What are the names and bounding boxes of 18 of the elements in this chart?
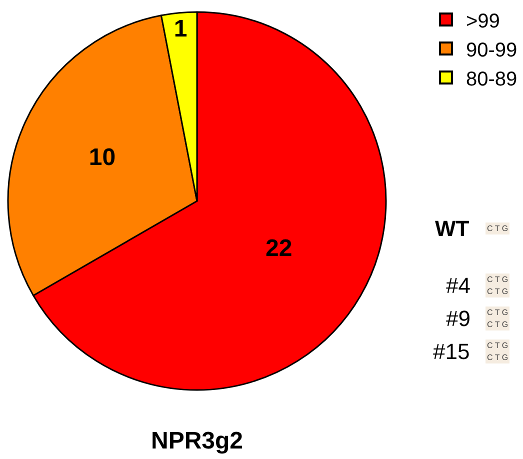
text: C T G: [487, 320, 508, 329]
data-label: 22: [265, 234, 292, 262]
text: C T G: [487, 224, 508, 233]
text: C T G: [487, 341, 508, 350]
text: C T G: [487, 287, 508, 296]
text: #4: [446, 273, 470, 298]
text: NPR3g2: [150, 427, 244, 454]
text: C T G: [487, 353, 508, 362]
data-label: 10: [88, 144, 116, 172]
text: C T G: [487, 275, 508, 284]
text: #15: [433, 339, 470, 364]
text: #9: [446, 306, 470, 331]
data-label: 1: [174, 16, 188, 43]
legend-label: 90-99: [466, 39, 518, 62]
text: C T G: [487, 308, 508, 317]
legend-label: 80-89: [466, 68, 518, 90]
legend-label: >99: [466, 10, 500, 32]
text: WT: [435, 216, 470, 241]
